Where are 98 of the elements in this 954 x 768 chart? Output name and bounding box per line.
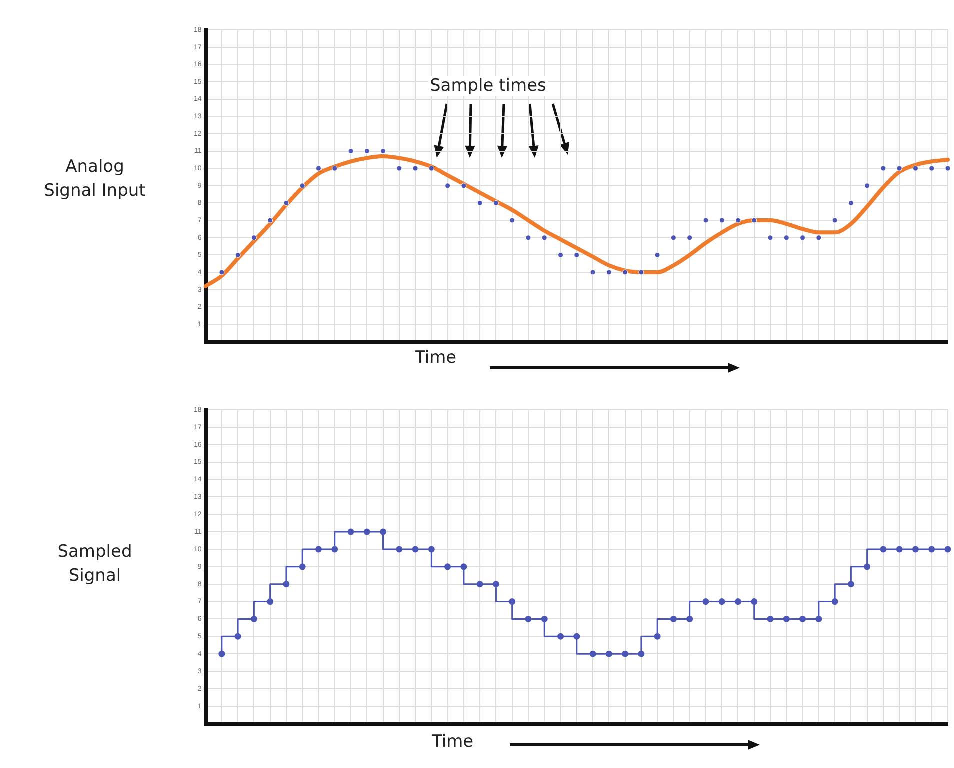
point — [751, 598, 758, 606]
point — [476, 581, 484, 588]
point — [832, 598, 838, 606]
point — [703, 218, 709, 224]
point — [364, 528, 370, 536]
point — [944, 546, 952, 553]
point — [234, 633, 242, 640]
point — [832, 218, 838, 224]
point — [896, 546, 903, 553]
point — [896, 166, 902, 172]
point — [670, 235, 676, 241]
point — [412, 546, 419, 553]
point — [218, 650, 226, 658]
point — [719, 218, 725, 224]
point — [316, 166, 322, 172]
point — [300, 183, 306, 189]
point — [945, 166, 951, 172]
point — [880, 166, 886, 172]
point — [702, 598, 710, 606]
point — [428, 546, 435, 553]
point — [735, 218, 741, 224]
point — [558, 633, 564, 640]
point — [912, 546, 919, 553]
point — [396, 546, 403, 553]
point — [541, 616, 548, 622]
point — [235, 252, 241, 258]
point — [332, 166, 338, 172]
line-series — [204, 154, 950, 288]
point — [412, 166, 418, 172]
point — [461, 183, 467, 189]
point — [526, 235, 532, 241]
point — [428, 166, 434, 172]
point — [590, 270, 596, 276]
point — [558, 252, 564, 258]
point — [284, 200, 290, 206]
point — [848, 200, 854, 206]
point — [784, 235, 790, 241]
point — [734, 598, 742, 606]
point — [816, 616, 822, 622]
point — [509, 598, 516, 606]
point — [396, 166, 402, 172]
point — [929, 166, 935, 172]
y-axis-title: Analog Signal Input — [43, 156, 147, 203]
point — [380, 528, 387, 536]
point — [250, 616, 258, 622]
point — [864, 183, 870, 189]
point — [380, 148, 386, 154]
point — [654, 252, 660, 258]
point — [752, 218, 758, 224]
point — [332, 546, 338, 553]
point — [364, 148, 370, 154]
point — [493, 200, 499, 206]
point — [525, 616, 532, 622]
point — [783, 616, 790, 622]
x-axis-title: Time — [432, 732, 474, 752]
point — [460, 564, 468, 570]
point — [444, 564, 452, 570]
annotation: Sample times — [428, 76, 548, 96]
point — [912, 166, 918, 172]
point — [638, 270, 644, 276]
point — [928, 546, 936, 553]
point — [348, 148, 354, 154]
point — [299, 564, 306, 570]
point — [654, 633, 661, 640]
point — [268, 218, 274, 224]
point — [219, 270, 225, 276]
point — [718, 598, 726, 606]
point — [606, 270, 612, 276]
point — [622, 650, 629, 658]
point — [606, 650, 612, 658]
y-axis-title: Sampled Signal — [56, 541, 134, 588]
point — [686, 616, 694, 622]
point — [590, 650, 596, 658]
point — [348, 528, 354, 536]
point — [267, 598, 274, 606]
point — [283, 581, 290, 588]
point — [492, 581, 500, 588]
x-axis-title: Time — [415, 348, 457, 368]
point — [477, 200, 483, 206]
point — [864, 564, 871, 570]
point — [622, 270, 628, 276]
point — [638, 650, 645, 658]
point — [767, 616, 774, 622]
point — [670, 616, 677, 622]
point — [315, 546, 322, 553]
point — [880, 546, 887, 553]
point — [510, 218, 516, 224]
point — [542, 235, 548, 241]
point — [768, 235, 774, 241]
point — [687, 235, 693, 241]
point — [800, 235, 806, 241]
point — [800, 616, 806, 622]
point — [251, 235, 257, 241]
point — [848, 581, 854, 588]
point — [574, 252, 580, 258]
point — [816, 235, 822, 241]
point — [574, 633, 580, 640]
point — [445, 183, 451, 189]
